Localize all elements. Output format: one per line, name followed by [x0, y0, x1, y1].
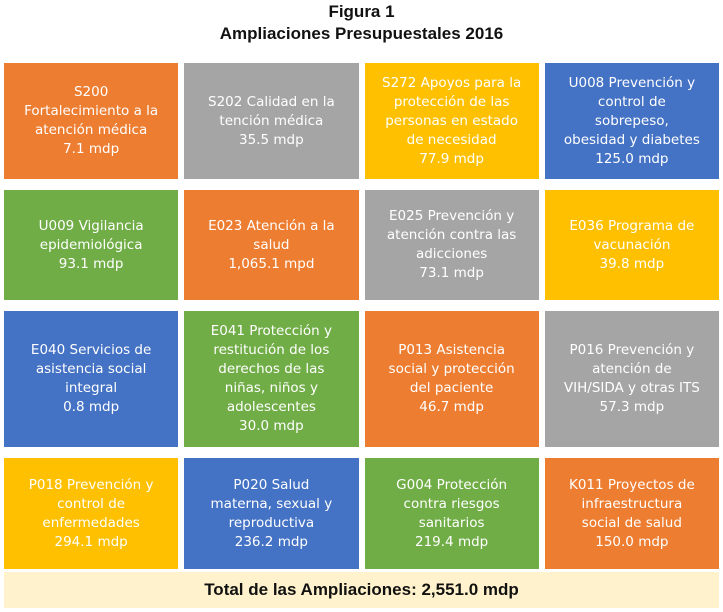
tile-line: 77.9 mdp: [419, 150, 484, 167]
tile-line: Fortalecimiento a la: [24, 103, 159, 119]
tile-line: salud: [253, 236, 290, 253]
tile-line: P016 Prevención y: [569, 342, 695, 358]
tile-line: social y protección: [388, 361, 515, 377]
program-tile: E025 Prevención y atención contra las adic…: [364, 190, 539, 300]
program-tile: P013 Asistencia social y protección del pa…: [364, 311, 539, 447]
tile-line: obesidad y diabetes: [563, 131, 700, 148]
tile-line: S272 Apoyos para la: [382, 74, 522, 91]
tile-line: reproductiva: [228, 514, 315, 531]
tile-line: atención contra las: [386, 227, 517, 243]
tile-line: adicciones: [415, 246, 488, 262]
program-tile: G004 Protección contra riesgos sanitarios 2…: [364, 458, 539, 569]
tile-grid: S200 Fortalecimiento a la atención médica 7…: [4, 63, 719, 569]
title: Ampliaciones Presupuestales 2016: [219, 24, 504, 43]
tile-line: 150.0 mdp: [595, 533, 669, 550]
tile-line: VIH/SIDA y otras ITS: [563, 380, 700, 396]
tile-line: 46.7 mdp: [419, 399, 484, 415]
tile-line: P020 Salud: [233, 476, 310, 493]
program-tile: E036 Programa de vacunación 39.8 mdp: [544, 190, 719, 300]
tile-line: protección de las: [393, 93, 510, 110]
tile-line: E036 Programa de: [569, 217, 695, 234]
program-tile: U008 Prevención y control de sobrepeso, obe…: [544, 63, 719, 179]
tile-line: E040 Servicios de: [30, 342, 152, 358]
tile-line: 39.8 mdp: [599, 255, 665, 272]
tile-line: K011 Proyectos de: [568, 476, 695, 493]
program-tile: E041 Protección y restitución de los derec…: [184, 311, 359, 447]
tile-line: control de: [57, 495, 126, 512]
program-tile: S200 Fortalecimiento a la atención médica 7…: [4, 63, 179, 179]
program-tile: S272 Apoyos para la protección de las pers…: [364, 63, 539, 179]
tile-line: 125.0 mdp: [595, 150, 669, 167]
tile-line: 57.3 mdp: [599, 399, 665, 415]
tile-line: materna, sexual y: [210, 495, 333, 512]
tile-line: S202 Calidad en la: [208, 93, 335, 110]
tile-line: derechos de las: [218, 361, 325, 377]
tile-line: niñas, niños y: [224, 380, 318, 396]
tile-line: P018 Prevención y: [28, 476, 154, 493]
tile-line: U009 Vigilancia: [38, 217, 144, 234]
tile-line: 219.4 mdp: [415, 533, 489, 550]
program-tile: P016 Prevención y atención de VIH/SIDA y o…: [544, 311, 719, 447]
program-tile: K011 Proyectos de infraestructura social d…: [544, 458, 719, 569]
tile-line: integral: [65, 380, 118, 396]
tile-line: E025 Prevención y: [389, 208, 515, 224]
program-tile: E040 Servicios de asistencia social integr…: [4, 311, 179, 447]
tile-line: personas en estado: [385, 112, 518, 129]
program-tile: P018 Prevención y control de enfermedades 2…: [4, 458, 179, 569]
tile-line: 73.1 mdp: [419, 265, 484, 281]
tile-line: G004 Protección: [396, 476, 508, 493]
tile-line: P013 Asistencia: [398, 342, 506, 358]
tile-line: E041 Protección y: [210, 323, 333, 339]
tile-line: 0.8 mdp: [63, 399, 120, 415]
tile-line: 294.1 mdp: [54, 533, 128, 550]
tile-line: 93.1 mdp: [58, 255, 124, 272]
tile-line: 236.2 mdp: [234, 533, 308, 550]
tile-line: asistencia social: [35, 361, 147, 377]
program-tile: S202 Calidad en la tención médica 35.5 mdp: [184, 63, 359, 179]
tile-line: infraestructura: [581, 495, 683, 512]
tile-line: contra riesgos: [403, 495, 500, 512]
tile-line: atención de: [592, 361, 672, 377]
tile-line: sanitarios: [418, 514, 485, 531]
tile-line: U008 Prevención y: [568, 74, 696, 91]
tile-line: social de salud: [581, 514, 682, 531]
tile-line: control de: [597, 93, 666, 110]
tile-line: 30.0 mdp: [239, 418, 304, 434]
tile-line: de necesidad: [406, 131, 497, 148]
program-tile: E023 Atención a la salud 1,065.1 mpd: [184, 190, 359, 300]
tile-line: S200: [73, 84, 109, 100]
program-tile: P020 Salud materna, sexual y reproductiva 2…: [184, 458, 359, 569]
tile-line: vacunación: [593, 236, 671, 253]
tile-line: E023 Atención a la: [208, 217, 335, 234]
tile-line: adolescentes: [226, 399, 316, 415]
tile-line: 35.5 mdp: [239, 131, 304, 148]
tile-line: epidemiológica: [39, 236, 143, 253]
tile-line: enfermedades: [42, 514, 140, 531]
tile-line: restitución de los: [213, 342, 330, 358]
tile-line: tención médica: [219, 112, 324, 129]
figure-label: Figura 1: [328, 2, 395, 21]
tile-line: sobrepeso,: [594, 112, 669, 129]
total-bar: Total de las Ampliaciones: 2,551.0 mdp: [4, 572, 719, 608]
tile-line: del paciente: [409, 380, 494, 396]
tile-line: atención médica: [35, 122, 148, 138]
program-tile: U009 Vigilancia epidemiológica 93.1 mdp: [4, 190, 179, 300]
tile-line: 7.1 mdp: [63, 141, 120, 157]
tile-line: 1,065.1 mpd: [228, 255, 315, 272]
